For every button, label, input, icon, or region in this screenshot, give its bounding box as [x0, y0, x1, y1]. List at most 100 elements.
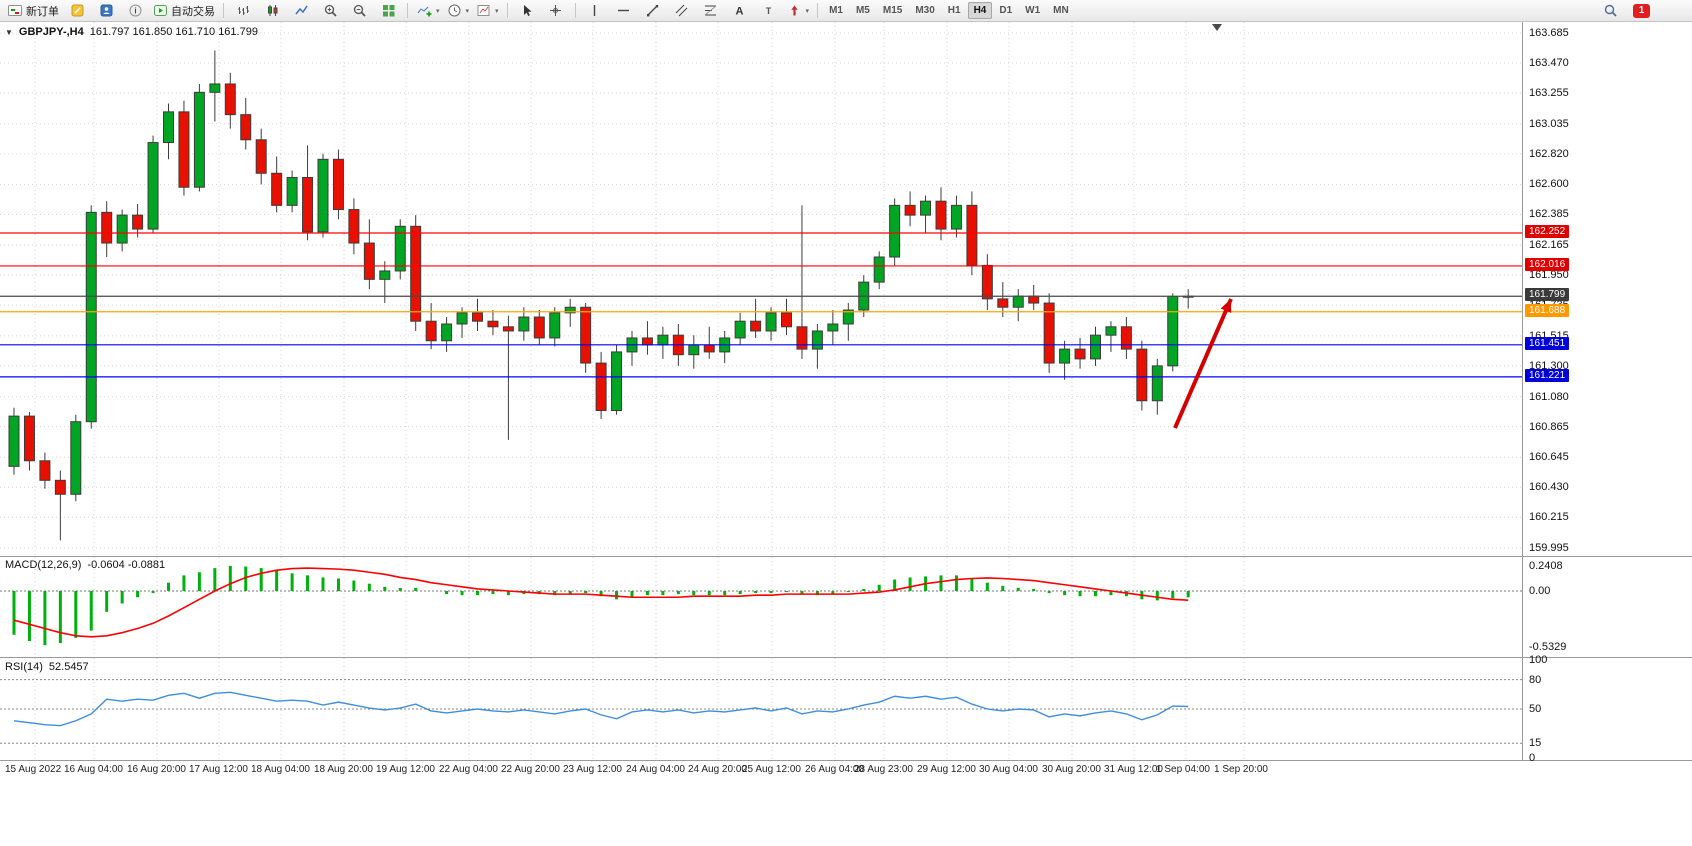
time-axis-label: 24 Aug 04:00 [626, 764, 685, 775]
dropdown-arrow-icon: ▾ [805, 7, 810, 15]
price-scale[interactable]: 163.685 163.470 163.255 163.035 162.820 162.6… [1523, 0, 1692, 846]
tile-windows-button[interactable] [374, 1, 402, 21]
crosshair-button[interactable] [542, 1, 570, 21]
cursor-button[interactable] [513, 1, 541, 21]
price-line-label: 161.451 [1525, 336, 1570, 350]
scale-label: 162.385 [1529, 208, 1569, 221]
line-chart-button[interactable] [287, 1, 315, 21]
timeframe-button-d1[interactable]: D1 [999, 5, 1013, 16]
horizontal-line-tool-button[interactable] [610, 1, 638, 21]
macd-values: -0.0604 -0.0881 [87, 559, 166, 571]
price-chart-panel[interactable] [0, 22, 1522, 556]
timeframe-button-w1[interactable]: W1 [1025, 5, 1041, 16]
vertical-line-tool-button[interactable] [581, 1, 609, 21]
timeframe-button-m15[interactable]: M15 [882, 5, 903, 16]
label-tool-button[interactable]: T [755, 1, 783, 21]
autotrading-button[interactable]: 自动交易 [150, 1, 218, 21]
notification-badge[interactable]: 1 [1633, 3, 1650, 18]
timeframe-button-h1[interactable]: H1 [947, 5, 961, 16]
time-axis[interactable]: 15 Aug 2022 16 Aug 04:00 16 Aug 20:00 17 Au… [0, 761, 1522, 779]
vertical-line-icon [593, 5, 596, 16]
chart-title: ▼ GBPJPY-,H4 161.797 161.850 161.710 161… [5, 26, 258, 38]
templates-dropdown-button[interactable]: ▾ [473, 1, 502, 21]
trendline-tool-button[interactable] [639, 1, 667, 21]
new-order-icon [8, 5, 22, 16]
dropdown-arrow-icon: ▾ [436, 7, 440, 15]
time-axis-label: 26 Aug 04:00 [805, 764, 864, 775]
scale-label: 161.080 [1529, 390, 1569, 403]
autotrading-label: 自动交易 [171, 5, 215, 18]
trendline-icon [647, 5, 659, 17]
horizontal-line-objects[interactable] [0, 232, 1522, 378]
candlestick-chart-icon [267, 5, 277, 16]
timeframe-button-m5[interactable]: M5 [855, 5, 870, 16]
macd-histogram [12, 566, 1190, 646]
zoom-out-button[interactable] [345, 1, 373, 21]
bar-chart-button[interactable] [229, 1, 257, 21]
channel-icon [675, 4, 688, 17]
panel-separator[interactable] [0, 657, 1692, 658]
zoom-in-icon [324, 4, 337, 17]
rsi-indicator-panel[interactable] [0, 658, 1522, 760]
price-line-label: 162.016 [1525, 257, 1570, 271]
scale-label: 163.685 [1529, 27, 1569, 39]
toolbar-separator [817, 3, 819, 18]
tile-windows-icon [382, 5, 394, 17]
help-icon: i [129, 4, 141, 17]
text-tool-button[interactable]: A [726, 1, 754, 21]
time-axis-label: 28 Aug 23:00 [854, 764, 913, 775]
macd-canvas [0, 557, 1522, 657]
rsi-line [13, 691, 1189, 727]
rsi-title: RSI(14) [5, 661, 43, 673]
scale-label: 0.00 [1529, 585, 1551, 597]
scale-label: 161.950 [1529, 269, 1569, 282]
template-icon [477, 5, 490, 16]
time-axis-label: 30 Aug 04:00 [979, 764, 1038, 775]
candlestick-chart-button[interactable] [258, 1, 286, 21]
scale-label: 162.820 [1529, 147, 1569, 160]
chart-shift-marker[interactable] [1212, 24, 1222, 31]
scale-label: 163.470 [1529, 57, 1569, 69]
panel-separator[interactable] [0, 760, 1692, 761]
new-order-button[interactable]: 新订单 [4, 1, 62, 21]
channel-tool-button[interactable] [668, 1, 696, 21]
one-click-trading-toggle[interactable]: ▼ [5, 27, 13, 37]
scale-label: 50 [1529, 703, 1542, 715]
dropdown-arrow-icon: ▾ [465, 7, 470, 15]
search-button[interactable] [1596, 1, 1624, 21]
symbol-period-label: GBPJPY-,H4 [18, 26, 84, 38]
zoom-in-button[interactable] [316, 1, 344, 21]
scale-label: 0.2408 [1529, 559, 1563, 572]
scale-label: 100 [1529, 654, 1548, 666]
mql5-community-button[interactable] [92, 1, 120, 21]
toolbar-separator [223, 3, 224, 18]
timeframe-button-h4[interactable]: H4 [967, 2, 993, 19]
ohlc-readout: 161.797 161.850 161.710 161.799 [89, 26, 258, 38]
periodicity-dropdown-button[interactable]: ▾ [444, 1, 473, 21]
svg-text:i: i [134, 7, 136, 16]
fibonacci-tool-button[interactable] [697, 1, 725, 21]
panel-separator[interactable] [0, 556, 1692, 557]
indicators-dropdown-button[interactable]: ▾ [413, 1, 443, 21]
help-button[interactable]: i [121, 1, 149, 21]
rsi-canvas [0, 658, 1522, 760]
scale-label: 161.300 [1529, 359, 1569, 372]
price-chart-canvas [0, 22, 1522, 556]
timeframe-button-m30[interactable]: M30 [915, 5, 935, 16]
price-line-label: 161.799 [1525, 288, 1570, 302]
metaeditor-button[interactable] [63, 1, 91, 21]
time-axis-label: 1 Sep 04:00 [1156, 764, 1210, 775]
trend-arrow-object[interactable] [1173, 298, 1233, 429]
candles-layer [8, 50, 1194, 541]
timeframe-button-m1[interactable]: M1 [829, 5, 843, 16]
rsi-header: RSI(14) 52.5457 [5, 661, 89, 673]
time-axis-label: 16 Aug 20:00 [127, 764, 186, 775]
horizontal-line-icon [618, 9, 630, 12]
time-axis-label: 19 Aug 12:00 [376, 764, 435, 775]
arrows-dropdown-button[interactable]: ▾ [784, 1, 813, 21]
indicators-icon [417, 6, 432, 17]
time-axis-label: 22 Aug 04:00 [439, 764, 498, 775]
timeframe-button-mn[interactable]: MN [1053, 5, 1069, 16]
macd-indicator-panel[interactable] [0, 557, 1522, 657]
